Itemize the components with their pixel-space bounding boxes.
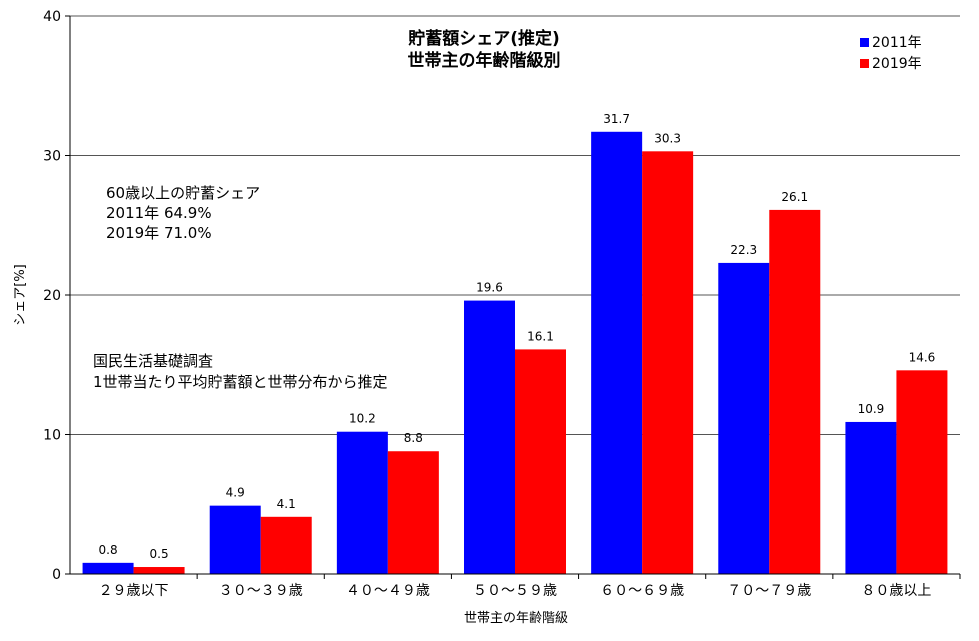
data-label: 0.5 xyxy=(150,547,169,561)
data-label: 4.1 xyxy=(277,497,296,511)
x-axis-label: 世帯主の年齢階級 xyxy=(464,611,568,626)
y-axis-label: シェア[%] xyxy=(13,264,28,326)
data-label: 22.3 xyxy=(730,243,757,257)
x-tick-label: ４０～４９歳 xyxy=(346,583,430,599)
chart-title-line-1: 貯蓄額シェア(推定) xyxy=(408,28,560,49)
legend-swatch-2019 xyxy=(860,59,869,68)
annotation-source-line-1: 国民生活基礎調査 xyxy=(93,352,213,370)
bar xyxy=(464,300,515,574)
annotation-share: 60歳以上の貯蓄シェア 2011年 64.9% 2019年 71.0% xyxy=(106,184,260,242)
data-label: 0.8 xyxy=(99,543,118,557)
data-labels: 0.8 0.5 4.9 4.1 10.2 8.8 19.6 16.1 31.7 30.3 22.3 2… xyxy=(99,112,936,561)
bar xyxy=(896,370,948,574)
y-tick-label: 20 xyxy=(43,288,61,304)
annotation-share-line-1: 60歳以上の貯蓄シェア xyxy=(106,184,260,202)
bars xyxy=(82,131,948,574)
bar xyxy=(769,209,821,574)
data-label: 26.1 xyxy=(781,190,808,204)
legend: 2011年 2019年 xyxy=(860,35,922,72)
chart-title-line-2: 世帯主の年齢階級別 xyxy=(408,50,561,71)
data-label: 19.6 xyxy=(476,281,503,295)
y-tick-labels: 0 10 20 30 40 xyxy=(43,9,70,583)
bar xyxy=(387,451,439,574)
data-label: 10.9 xyxy=(858,402,885,416)
annotation-share-line-3: 2019年 71.0% xyxy=(106,224,212,242)
data-label: 4.9 xyxy=(226,486,245,500)
annotation-source: 国民生活基礎調査 1世帯当たり平均貯蓄額と世帯分布から推定 xyxy=(93,352,388,391)
y-tick-label: 30 xyxy=(43,149,61,165)
x-tick-label: ６０～６９歳 xyxy=(600,583,684,599)
bar xyxy=(845,421,897,574)
bar xyxy=(260,516,312,574)
x-tick-labels: ２９歳以下 ３０～３９歳 ４０～４９歳 ５０～５９歳 ６０～６９歳 ７０～７９歳 ８０歳以上 xyxy=(99,574,961,599)
x-tick-label: ２９歳以下 xyxy=(99,583,169,599)
bar xyxy=(718,262,770,574)
legend-label-2019: 2019年 xyxy=(872,56,922,72)
bar xyxy=(642,151,694,574)
data-label: 16.1 xyxy=(527,329,554,343)
data-label: 10.2 xyxy=(349,412,376,426)
legend-swatch-2011 xyxy=(860,38,869,47)
x-tick-label: ８０歳以上 xyxy=(861,583,931,599)
x-tick-label: ３０～３９歳 xyxy=(219,583,303,599)
x-tick-label: ５０～５９歳 xyxy=(473,583,557,599)
bar xyxy=(515,349,566,574)
bar xyxy=(133,567,185,574)
bar xyxy=(82,562,134,574)
data-label: 8.8 xyxy=(404,431,423,445)
y-tick-label: 10 xyxy=(43,428,61,444)
data-label: 30.3 xyxy=(654,131,681,145)
annotation-source-line-2: 1世帯当たり平均貯蓄額と世帯分布から推定 xyxy=(93,373,388,391)
x-tick-label: ７０～７９歳 xyxy=(727,583,811,599)
y-tick-label: 40 xyxy=(43,9,61,25)
data-label: 31.7 xyxy=(603,112,630,126)
y-tick-label: 0 xyxy=(52,567,61,583)
legend-label-2011: 2011年 xyxy=(872,35,922,51)
bar xyxy=(209,505,261,574)
bar xyxy=(591,131,643,574)
bar xyxy=(336,431,388,574)
annotation-share-line-2: 2011年 64.9% xyxy=(106,204,212,222)
data-label: 14.6 xyxy=(909,350,936,364)
